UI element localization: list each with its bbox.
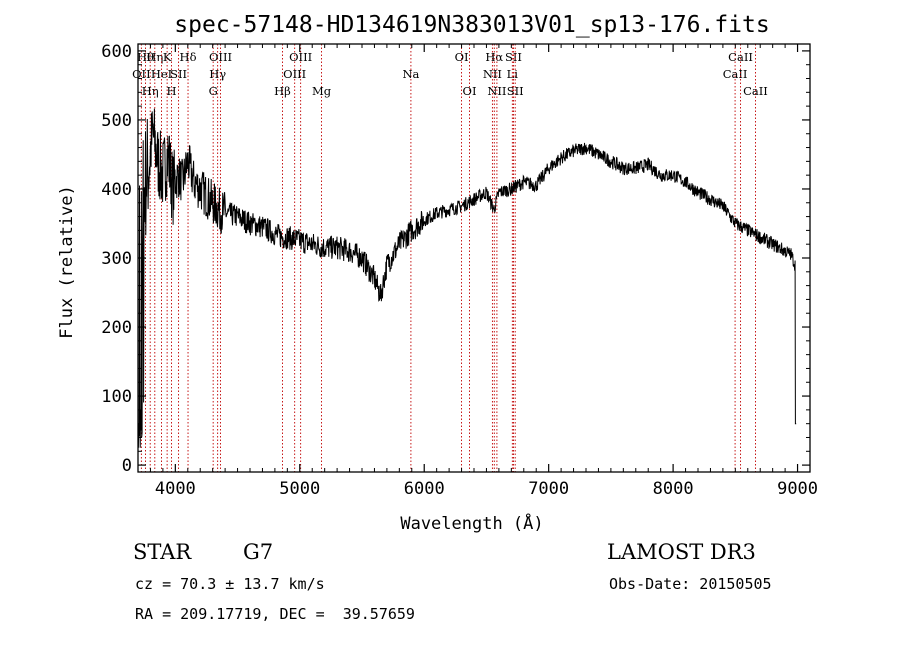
y-tick-label-1: 100 [101, 387, 132, 407]
line-label-6: H [166, 84, 176, 98]
line-label-15: Mg [312, 84, 332, 98]
x-tick-label-4: 8000 [653, 479, 694, 499]
chart-title: spec-57148-HD134619N383013V01_sp13-176.f… [174, 12, 769, 38]
y-axis-label: Flux (relative) [57, 185, 77, 339]
x-tick-label-0: 4000 [155, 479, 196, 499]
y-tick-label-3: 300 [101, 249, 132, 269]
x-tick-label-1: 5000 [279, 479, 320, 499]
line-label-4: HeI [151, 67, 172, 81]
y-tick-label-2: 200 [101, 318, 132, 338]
y-tick-label-5: 500 [101, 111, 132, 131]
object-type: STAR [133, 540, 192, 564]
line-label-3: Hη [146, 50, 163, 64]
line-label-5: K [163, 50, 172, 64]
coordinates: RA = 209.17719, DEC = 39.57659 [135, 605, 415, 623]
line-label-19: NII [483, 67, 502, 81]
survey-name: LAMOST DR3 [607, 540, 756, 564]
line-label-13: OIII [283, 67, 306, 81]
line-label-2: Hη [142, 84, 159, 98]
line-label-20: Hα [485, 50, 503, 64]
subclass: G7 [243, 540, 274, 564]
line-label-9: G [209, 84, 218, 98]
line-label-11: OIII [209, 50, 232, 64]
line-label-14: OIII [289, 50, 312, 64]
line-label-26: CaII [728, 50, 753, 64]
spectrum-series [137, 108, 797, 448]
obs-date: Obs-Date: 20150505 [609, 575, 772, 593]
line-label-27: CaII [743, 84, 768, 98]
line-label-10: Hγ [209, 67, 226, 81]
line-label-7: SII [170, 67, 187, 81]
line-label-25: CaII [723, 67, 748, 81]
axes: 4000 5000 6000 7000 8000 9000 0 100 200 300 400 500… [101, 42, 818, 499]
line-label-12: Hβ [274, 84, 291, 98]
plot-frame [137, 43, 811, 473]
spectral-lines: OIIHθHηHηHeIKHSIIHδGHγOIIIHβOIIIOIIIMgNa… [132, 44, 768, 472]
line-label-24: SII [507, 84, 524, 98]
x-tick-label-2: 6000 [404, 479, 445, 499]
line-label-21: NII [487, 84, 506, 98]
line-label-23: SII [505, 50, 522, 64]
line-label-18: OI [463, 84, 477, 98]
x-axis-label: Wavelength (Å) [400, 512, 543, 534]
line-label-0: OII [132, 67, 151, 81]
line-label-17: OI [455, 50, 469, 64]
y-tick-label-6: 600 [101, 42, 132, 62]
series-spectrum [137, 108, 797, 448]
line-label-1: Hθ [137, 50, 154, 64]
y-tick-label-0: 0 [122, 456, 132, 476]
x-tick-label-5: 9000 [777, 479, 818, 499]
y-tick-label-4: 400 [101, 180, 132, 200]
line-label-8: Hδ [180, 50, 197, 64]
x-tick-label-3: 7000 [528, 479, 569, 499]
line-label-16: Na [402, 67, 419, 81]
line-label-22: Li [507, 67, 519, 81]
redshift-cz: cz = 70.3 ± 13.7 km/s [135, 575, 325, 593]
